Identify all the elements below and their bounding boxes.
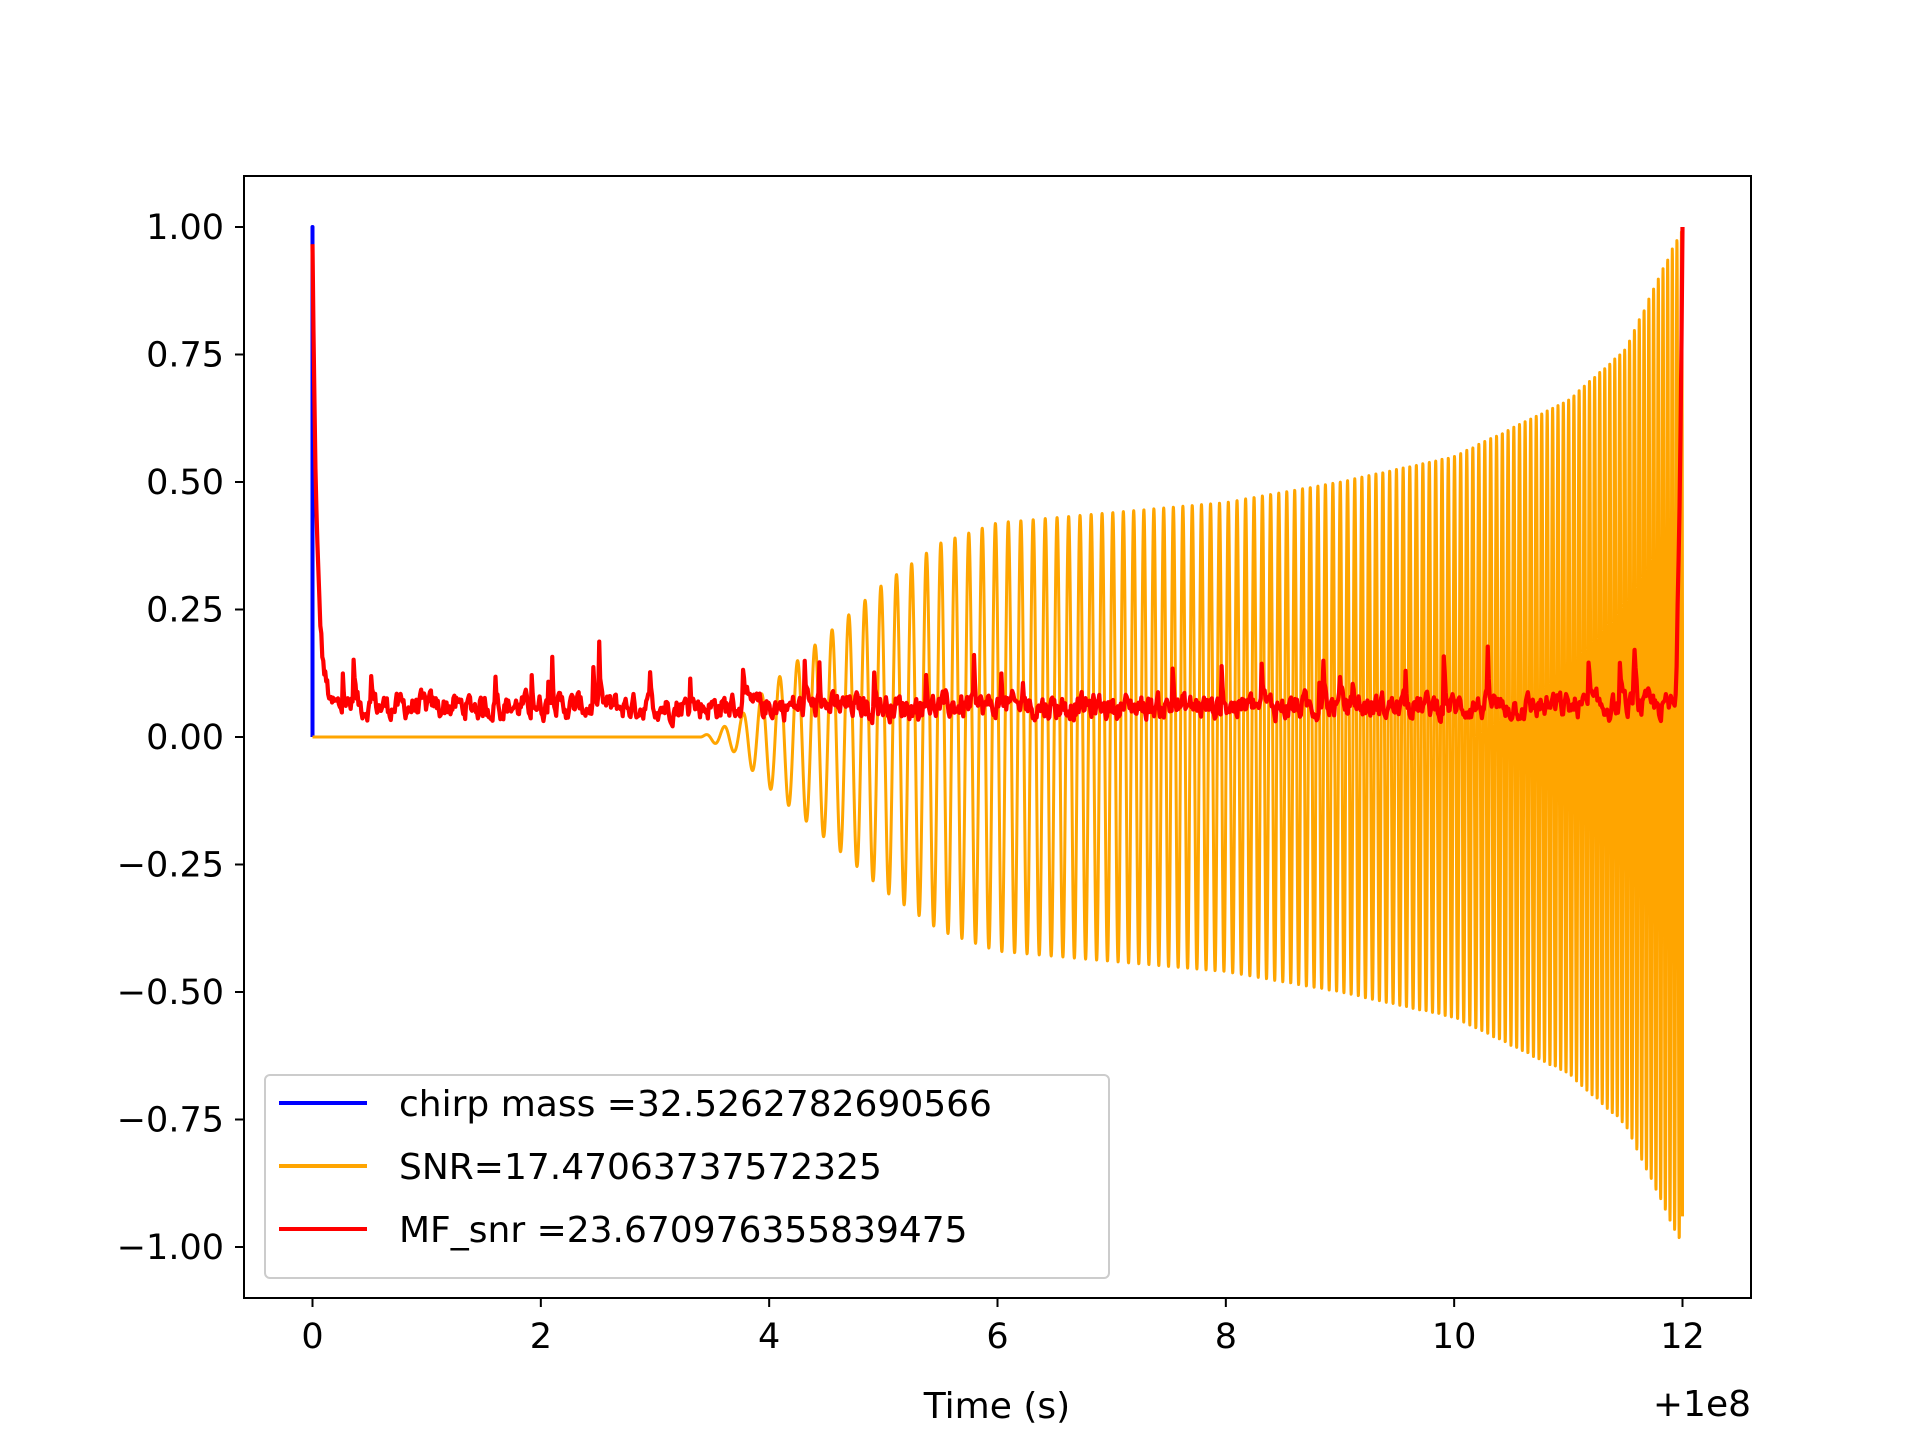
y-tick-label: −0.50 <box>117 973 224 1013</box>
y-tick-label: −0.75 <box>117 1101 224 1141</box>
y-tick-label: 0.75 <box>146 336 224 376</box>
x-offset-label: +1e8 <box>1653 1384 1751 1425</box>
legend-label: SNR=17.47063737572325 <box>399 1147 882 1188</box>
x-tick-label: 6 <box>986 1317 1008 1357</box>
legend-label: chirp mass =32.5262782690566 <box>399 1084 992 1125</box>
series-line-1 <box>311 230 1684 1240</box>
x-axis-label: Time (s) <box>923 1386 1070 1427</box>
y-tick-label: 1.00 <box>146 208 224 248</box>
data-layer <box>310 225 1685 1240</box>
x-tick-label: 10 <box>1432 1317 1477 1357</box>
legend-label: MF_snr =23.670976355839475 <box>399 1210 968 1251</box>
x-tick-label: 2 <box>530 1317 552 1357</box>
y-tick-label: −1.00 <box>117 1228 224 1268</box>
y-tick-label: −0.25 <box>117 846 224 886</box>
legend-box <box>264 1074 1110 1279</box>
x-tick-label: 4 <box>758 1317 780 1357</box>
y-tick-label: 0.50 <box>146 463 224 503</box>
y-tick-label: 0.25 <box>146 591 224 631</box>
x-tick-label: 0 <box>301 1317 323 1357</box>
x-tick-label: 8 <box>1215 1317 1237 1357</box>
y-axis: 1.00 0.75 0.50 0.25 0.00 −0.25 −0.50 −0.75 −1.00 <box>117 208 244 1268</box>
series-line-2 <box>310 226 1685 729</box>
x-tick-label: 12 <box>1660 1317 1705 1357</box>
x-axis: 0 2 4 6 8 10 12 <box>301 1298 1705 1357</box>
y-tick-label: 0.00 <box>146 718 224 758</box>
legend: chirp mass =32.5262782690566 SNR=17.47063… <box>264 1074 1110 1279</box>
